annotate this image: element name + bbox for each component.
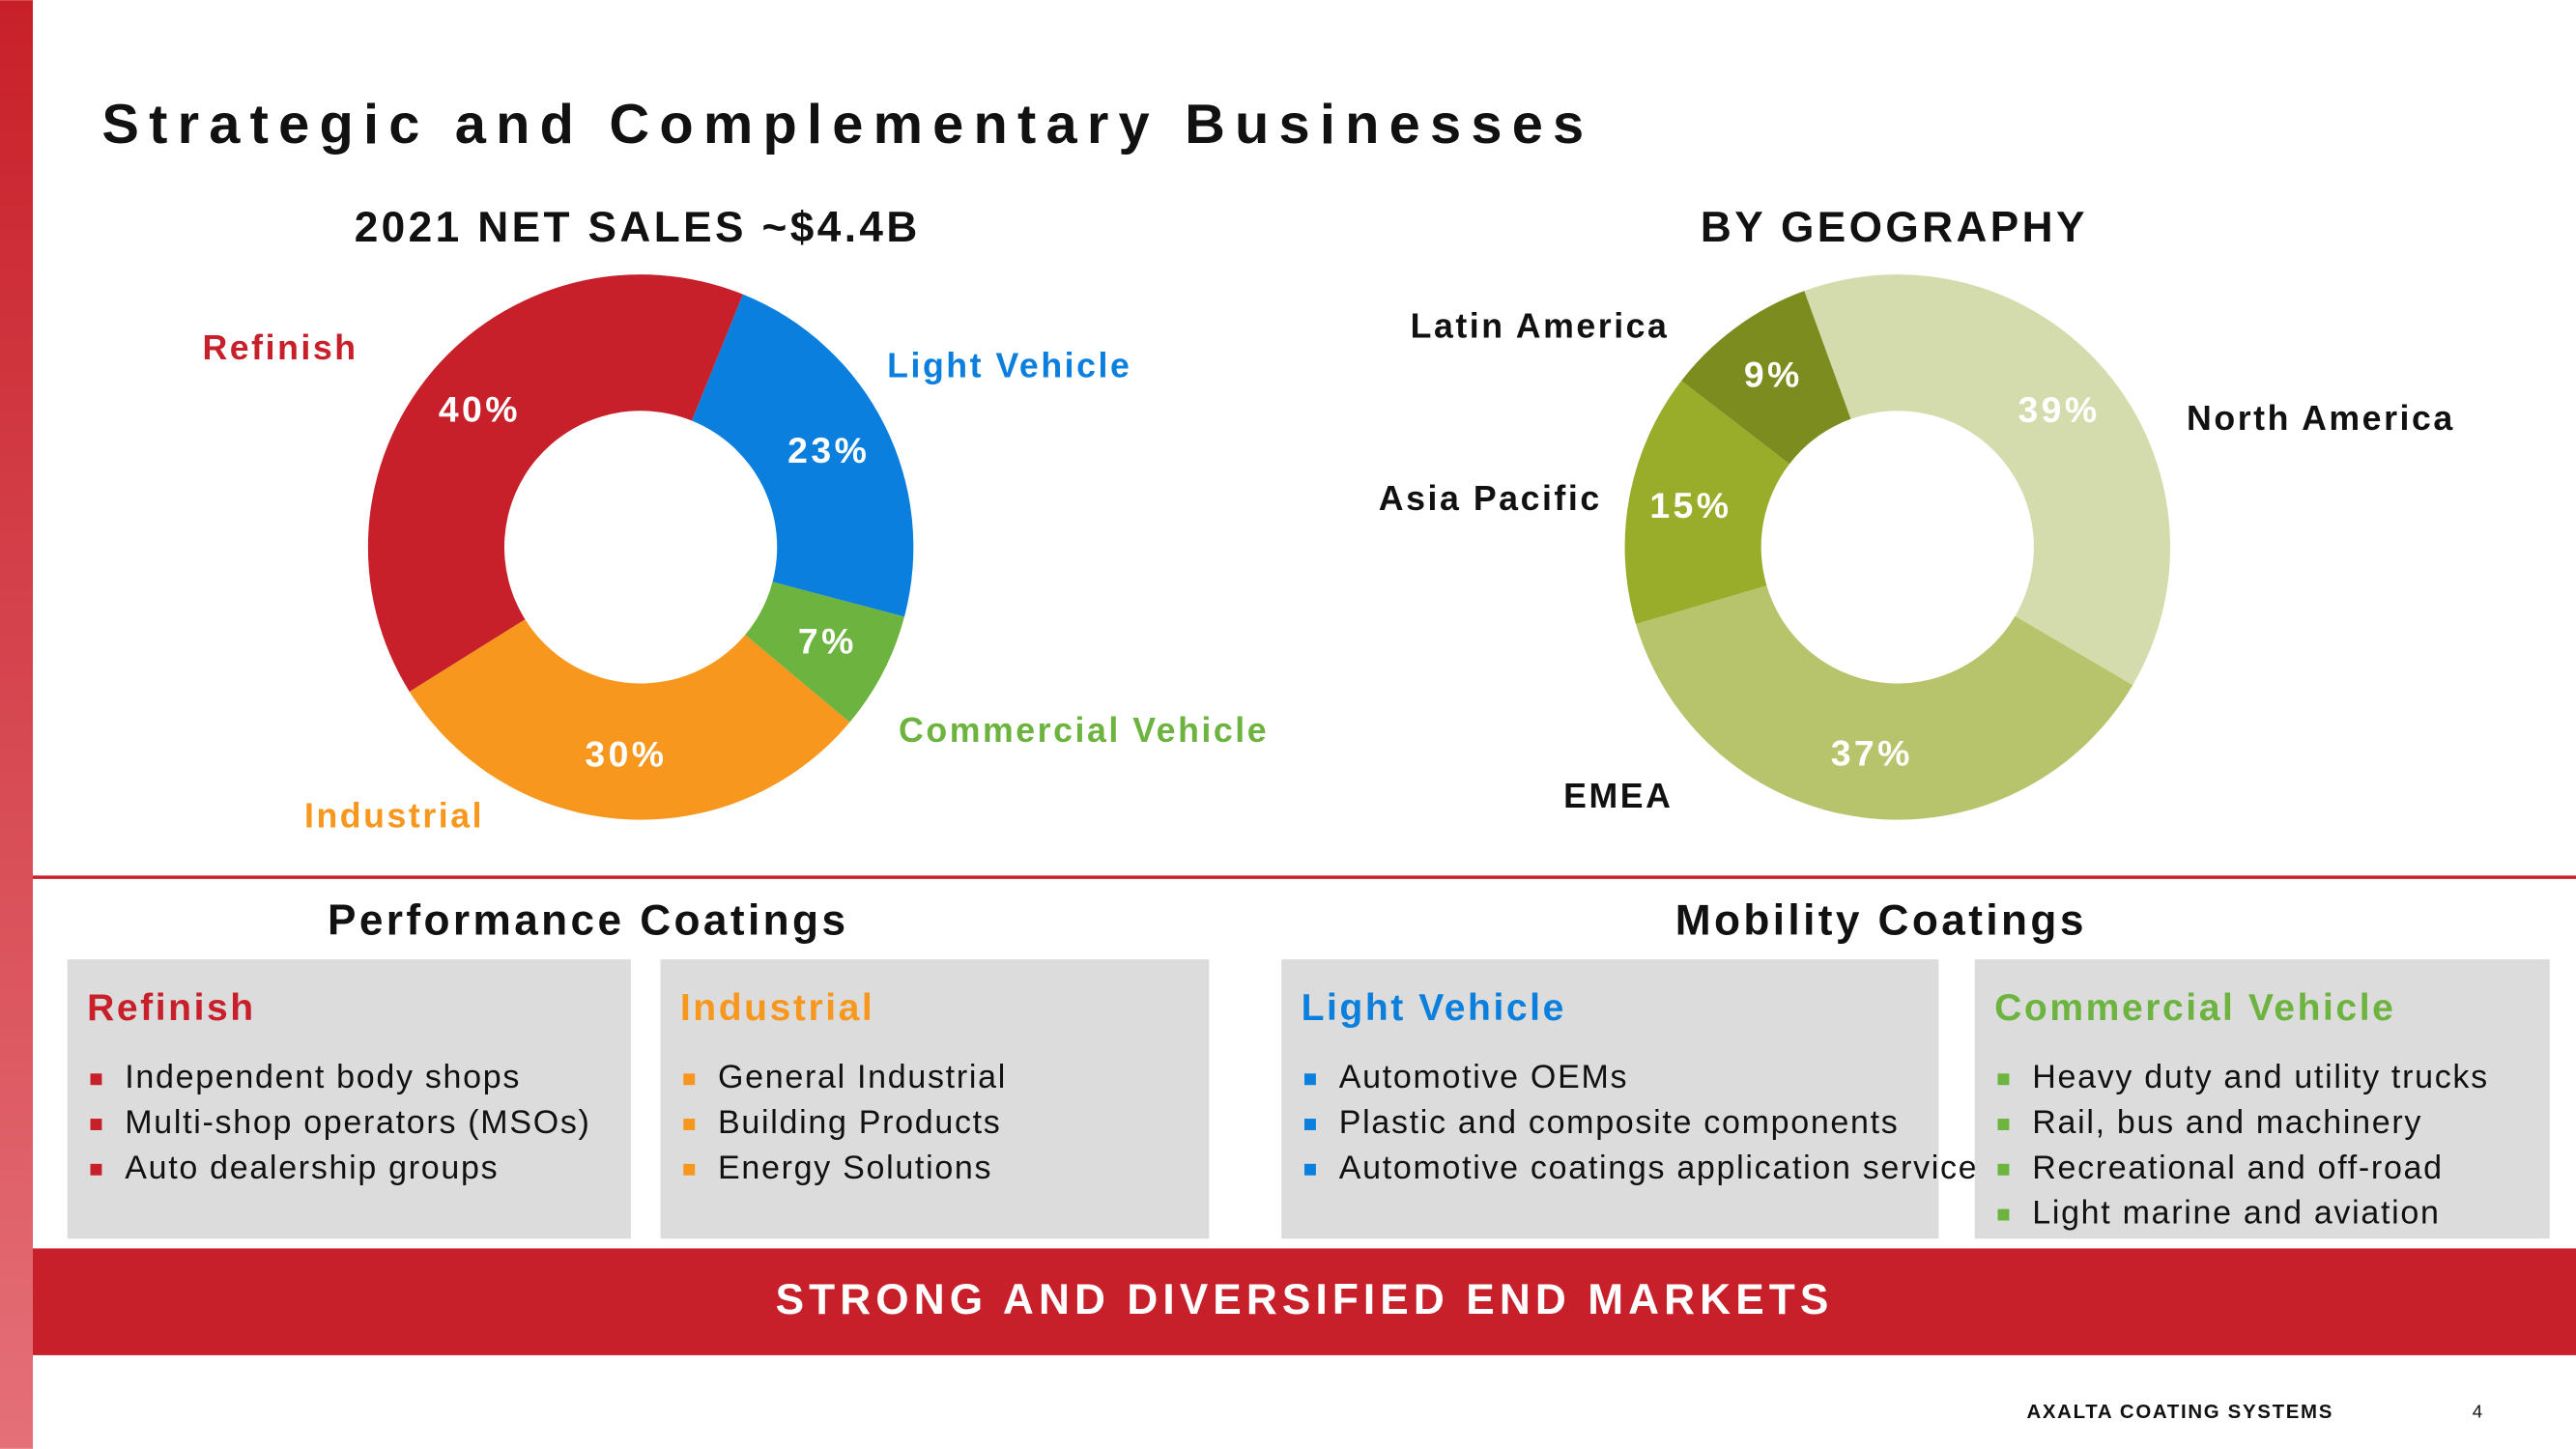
bullet <box>1304 1163 1316 1176</box>
box-item: General Industrial <box>718 1059 1007 1095</box>
category-label: North America <box>2187 399 2455 438</box>
box-item: Multi-shop operators (MSOs) <box>125 1104 590 1141</box>
value-label: 15% <box>1649 485 1732 526</box>
box-title: Commercial Vehicle <box>1994 987 2395 1029</box>
banner-bg <box>33 1248 2576 1355</box>
bullet <box>90 1163 102 1176</box>
value-label: 37% <box>1831 732 1913 773</box>
box-title: Refinish <box>87 987 256 1029</box>
box <box>1281 959 1939 1239</box>
box-item: Independent body shops <box>125 1059 521 1095</box>
box-title: Light Vehicle <box>1302 987 1566 1029</box>
bullet <box>90 1073 102 1086</box>
bullet <box>683 1163 696 1176</box>
donut-slice <box>1804 274 2171 686</box>
donut-slice <box>1681 291 1851 465</box>
box-item: Recreational and off-road <box>2032 1150 2444 1186</box>
box-item: Automotive OEMs <box>1339 1059 1628 1095</box>
value-label: 39% <box>2018 389 2100 430</box>
slide-title: Strategic and Complementary Businesses <box>101 94 1593 156</box>
donut-slice <box>367 274 743 692</box>
bullet <box>90 1119 102 1130</box>
box-item: Heavy duty and utility trucks <box>2032 1059 2489 1095</box>
bullet <box>1304 1119 1316 1130</box>
category-label: Asia Pacific <box>1379 479 1602 518</box>
box-item: Auto dealership groups <box>125 1150 499 1186</box>
category-label: EMEA <box>1563 777 1673 815</box>
value-label: 23% <box>787 430 870 470</box>
category-label: Light Vehicle <box>887 346 1131 384</box>
chart-title: 2021 NET SALES ~$4.4B <box>355 204 921 251</box>
category-label: Latin America <box>1411 307 1670 346</box>
section-title: Mobility Coatings <box>1675 896 2087 944</box>
page-number: 4 <box>2473 1401 2482 1421</box>
box-item: Energy Solutions <box>718 1150 992 1186</box>
bullet <box>683 1073 696 1086</box>
category-label: Commercial Vehicle <box>899 711 1269 750</box>
section-title: Performance Coatings <box>328 896 848 944</box>
donut-slice <box>745 582 904 723</box>
box-title: Industrial <box>680 987 874 1029</box>
value-label: 40% <box>439 388 521 429</box>
box-item: Plastic and composite components <box>1339 1104 1900 1141</box>
donut-slice <box>1636 585 2133 820</box>
donut-slice <box>409 619 850 820</box>
value-label: 7% <box>798 620 857 661</box>
category-label: Industrial <box>304 796 484 835</box>
banner: STRONG AND DIVERSIFIED END MARKETS <box>776 1276 1834 1323</box>
box-item: Building Products <box>718 1104 1002 1141</box>
bullet <box>1997 1208 2010 1221</box>
chart-title: BY GEOGRAPHY <box>1701 204 2088 251</box>
category-label: Refinish <box>202 328 358 367</box>
edge-strip <box>0 0 34 1449</box>
bullet <box>1997 1073 2010 1086</box>
value-label: 30% <box>585 733 667 774</box>
bullet <box>683 1119 696 1130</box>
donut-slice <box>1624 381 1789 625</box>
bullet <box>1304 1073 1316 1086</box>
box <box>67 959 631 1239</box>
box-item: Automotive coatings application services <box>1339 1150 1996 1186</box>
bullet <box>1997 1119 2010 1130</box>
value-label: 9% <box>1744 355 1803 395</box>
box <box>1974 959 2550 1239</box>
box-item: Light marine and aviation <box>2032 1195 2440 1232</box>
bullet <box>1997 1163 2010 1176</box>
box-item: Rail, bus and machinery <box>2032 1104 2422 1141</box>
box <box>660 959 1210 1239</box>
donut-slice <box>691 294 914 617</box>
brand: AXALTA COATING SYSTEMS <box>2026 1402 2333 1423</box>
